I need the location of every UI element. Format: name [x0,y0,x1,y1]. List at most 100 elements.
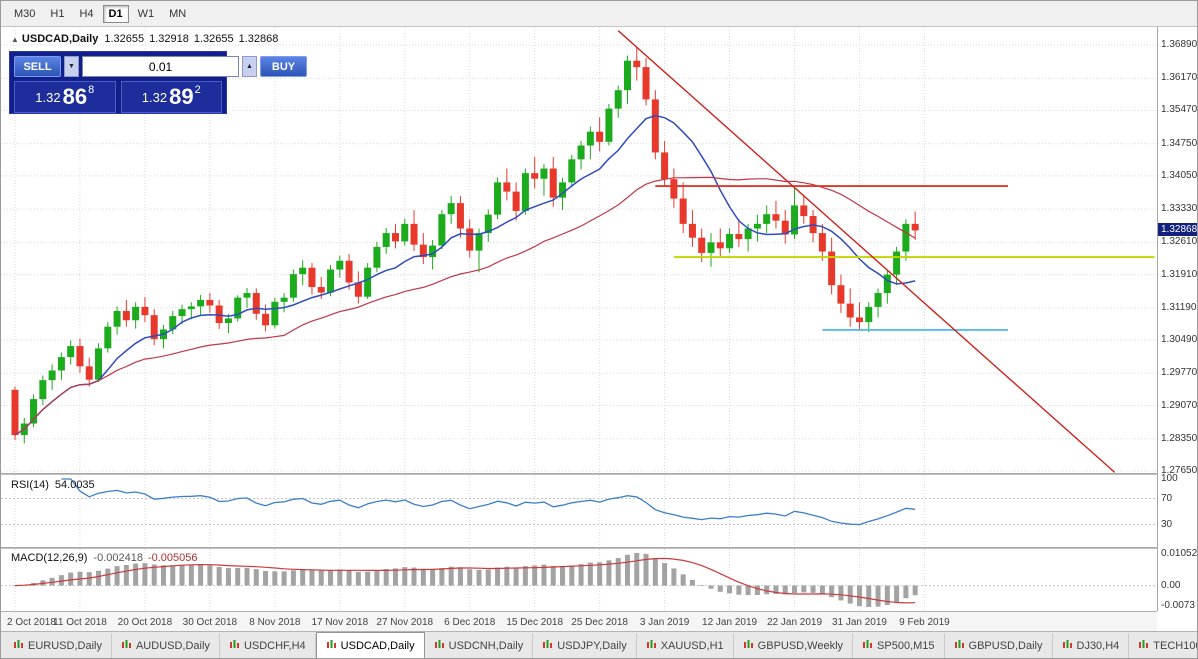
tab-label: USDCAD,Daily [340,639,415,652]
candlesticks [11,46,919,444]
date-tick-label: 25 Dec 2018 [571,617,628,628]
sell-price-pip: 8 [88,84,95,96]
tab-gbpusd-daily[interactable]: GBPUSD,Daily [944,634,1053,658]
lot-decrease-button[interactable]: ▼ [64,56,79,77]
tab-label: USDCHF,H4 [243,640,306,652]
tab-usdchf-h4[interactable]: USDCHF,H4 [219,634,316,658]
chart-tab-bar: EURUSD,Daily AUDUSD,Daily USDCHF,H4 USDCAD,… [1,631,1197,658]
tab-xauusd-h1[interactable]: XAUUSD,H1 [636,634,734,658]
chart-tab-icon [13,639,24,653]
date-tick-label: 2 Oct 2018 [7,617,56,628]
tab-label: XAUUSD,H1 [660,640,724,652]
panel-separator[interactable] [1,473,1197,475]
chart-tab-icon [862,639,873,653]
tab-sp500-m15[interactable]: SP500,M15 [853,634,945,658]
scale-label: 1.27650 [1161,465,1198,476]
scale-label: 30 [1161,518,1173,530]
price-scale[interactable]: 1.36890 1.36170 1.35470 1.34750 1.34050 1.333… [1157,27,1198,611]
collapse-icon[interactable]: ▲ [11,35,19,44]
tab-dj30-h4[interactable]: DJ30,H4 [1052,634,1130,658]
date-tick-label: 9 Feb 2019 [899,617,950,628]
sell-price-display[interactable]: 1.32 86 8 [14,81,116,113]
scale-label: 100 [1161,473,1178,484]
date-tick-label: 3 Jan 2019 [639,617,690,628]
tab-audusd-daily[interactable]: AUDUSD,Daily [111,634,220,658]
scale-label: 1.30490 [1161,334,1198,346]
macd-label: MACD(12,26,9) [11,552,88,564]
tab-label: AUDUSD,Daily [135,640,210,652]
scale-label: 1.31190 [1161,301,1197,313]
current-price-badge: 1.32868 [1158,223,1197,237]
macd-signal-value: -0.005056 [147,552,198,564]
tab-label: USDJPY,Daily [557,640,627,652]
buy-price-pip: 2 [194,84,201,96]
chart-tab-icon [326,639,337,653]
rsi-label: RSI(14) [11,479,49,491]
macd-header: MACD(12,26,9) -0.002418 -0.005056 [11,552,198,564]
ohlc-high: 1.32918 [149,33,189,45]
main-chart[interactable] [1,27,1157,473]
date-tick-label: 6 Dec 2018 [444,617,496,628]
chart-tab-icon [229,639,240,653]
tab-usdjpy-daily[interactable]: USDJPY,Daily [533,634,637,658]
timeframe-toolbar: M30 H1 H4 D1 W1 MN [1,1,1197,27]
timeframe-button-mn[interactable]: MN [163,5,192,23]
ohlc-low: 1.32655 [193,33,234,45]
scale-label: 70 [1161,492,1173,504]
time-axis[interactable]: 2 Oct 2018 11 Oct 2018 20 Oct 2018 30 Oct 2… [1,611,1157,633]
scale-label: 1.33330 [1161,203,1198,215]
timeframe-button-m30[interactable]: M30 [8,5,41,23]
buy-price-display[interactable]: 1.32 89 2 [120,81,222,113]
sell-price-prefix: 1.32 [35,89,61,105]
chart-tab-icon [121,639,132,653]
tab-label: TECH100,H1 [1153,640,1197,652]
buy-price-prefix: 1.32 [141,89,168,105]
scale-label: 1.36890 [1161,39,1198,50]
rsi-chart[interactable] [1,475,1157,547]
tab-label: GBPUSD,Weekly [757,640,844,652]
tab-label: SP500,M15 [877,640,935,652]
chart-tab-icon [1138,639,1149,653]
buy-button[interactable]: BUY [260,56,307,77]
panel-separator[interactable] [1,547,1197,549]
tab-label: DJ30,H4 [1076,640,1120,652]
date-tick-label: 27 Nov 2018 [376,617,434,628]
macd-histogram [12,553,918,607]
sell-price-main: 86 [62,84,88,109]
chart-symbol: USDCAD,Daily [21,33,99,45]
chart-header: ▲ USDCAD,Daily 1.32655 1.32918 1.32655 1.3286… [11,33,283,45]
chart-tab-icon [1062,639,1073,653]
tab-tech100-h1[interactable]: TECH100,H1 [1129,634,1197,658]
scale-label: 1.29070 [1161,399,1198,411]
scale-label: -0.0073 [1161,600,1195,611]
tab-label: USDCNH,Daily [448,640,524,652]
scale-label: 1.35470 [1161,104,1198,116]
timeframe-button-w1[interactable]: W1 [132,5,161,23]
tab-gbpusd-weekly[interactable]: GBPUSD,Weekly [733,634,854,658]
macd-chart[interactable] [1,549,1157,611]
date-tick-label: 12 Jan 2019 [702,617,758,628]
timeframe-button-h4[interactable]: H4 [73,5,99,23]
tab-usdcad-daily[interactable]: USDCAD,Daily [315,632,425,658]
lot-size-input[interactable] [82,56,239,77]
sell-button[interactable]: SELL [14,56,61,77]
timeframe-button-d1[interactable]: D1 [102,4,129,23]
tab-label: EURUSD,Daily [28,640,102,652]
timeframe-button-h1[interactable]: H1 [44,5,70,23]
lot-increase-button[interactable]: ▲ [242,56,257,77]
date-tick-label: 8 Nov 2018 [249,617,301,628]
macd-main-value: -0.002418 [93,552,143,564]
tab-usdcnh-daily[interactable]: USDCNH,Daily [424,634,534,658]
date-tick-label: 30 Oct 2018 [182,617,238,628]
buy-price-main: 89 [169,84,194,109]
date-tick-label: 31 Jan 2019 [831,617,887,628]
tab-eurusd-daily[interactable]: EURUSD,Daily [4,634,112,658]
chart-tab-icon [542,639,553,653]
scale-label: 1.34050 [1161,169,1198,181]
scale-label: 0.00 [1161,579,1181,591]
scale-label: 1.28350 [1161,432,1198,444]
chart-tab-icon [954,639,965,653]
rsi-header: RSI(14) 54.0035 [11,479,95,491]
